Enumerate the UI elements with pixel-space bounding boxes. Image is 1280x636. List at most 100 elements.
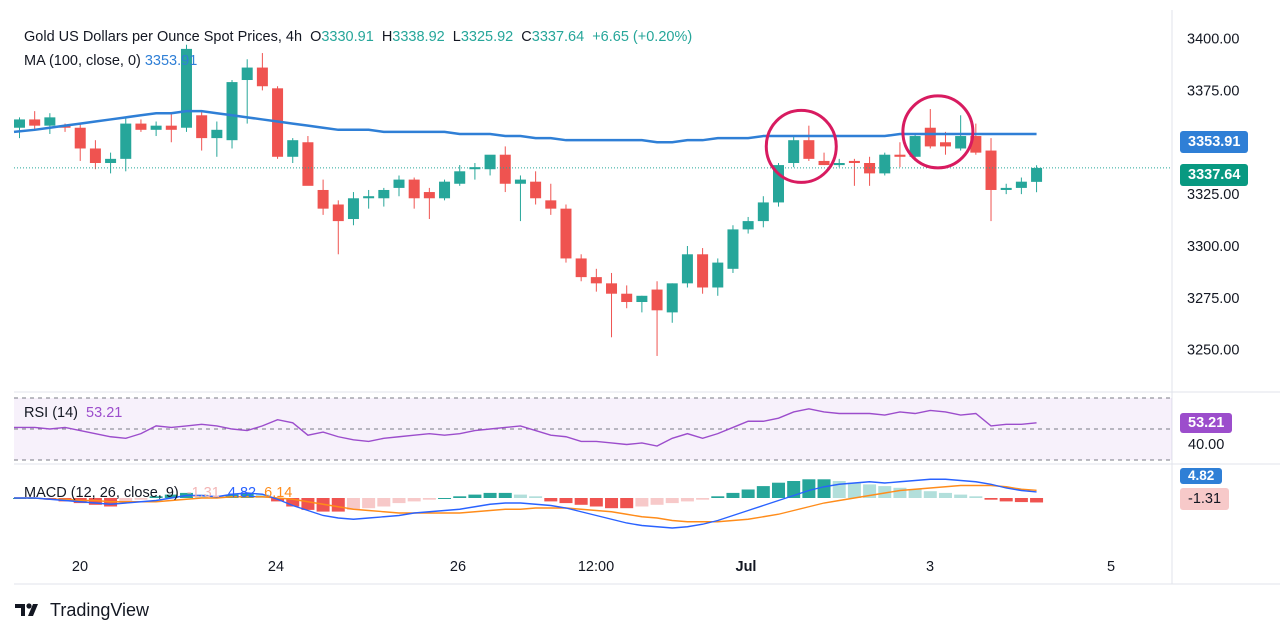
macd-histogram-bar (680, 498, 694, 502)
macd-histogram-bar (817, 479, 831, 498)
candle-body (560, 208, 572, 259)
candle-body (773, 165, 784, 203)
candle-body (332, 204, 344, 222)
macd-histogram-bar (726, 492, 740, 498)
macd-histogram-bar (1014, 498, 1028, 503)
macd-hist-value: -1.31 (186, 485, 220, 501)
candle-body (590, 277, 602, 284)
grid (14, 10, 1280, 585)
candle-body (347, 198, 359, 220)
candle-body (833, 163, 845, 166)
candle-body (74, 127, 86, 149)
candle-body (757, 202, 769, 222)
low-value: 3325.92 (460, 29, 514, 45)
highlight-circle (901, 94, 975, 170)
overlays (13, 94, 1172, 184)
candle-body (423, 192, 435, 199)
macd-histogram-bar (923, 491, 937, 498)
macd-histogram-bar (741, 489, 755, 498)
macd-histogram-bar (392, 498, 406, 504)
rsi-label: RSI (14) (24, 405, 78, 421)
brand-footer: TradingView (14, 598, 149, 622)
macd-value-tag: 4.82 (1180, 468, 1223, 484)
candle-body (469, 167, 481, 170)
rsi-value: 53.21 (86, 405, 123, 421)
candle-body (196, 115, 208, 139)
macd-histogram-bar (756, 486, 770, 498)
candle-body (317, 189, 329, 209)
macd-histogram-bar (938, 492, 952, 498)
candle-body (256, 67, 268, 87)
ma-legend: MA (100, close, 0) 3353.91 (24, 52, 201, 70)
candle-body (879, 154, 891, 174)
ma-price-tag: 3353.91 (1180, 131, 1249, 153)
time-tick-label: 20 (72, 559, 88, 575)
macd-histogram-bar (134, 498, 148, 500)
macd-histogram-bar (999, 498, 1013, 502)
macd-histogram-bar (195, 494, 209, 498)
candle-body (135, 123, 147, 130)
macd-histogram-bar (1030, 498, 1044, 503)
candle-body (955, 136, 967, 149)
macd-pane (13, 478, 1044, 529)
candle-body (742, 221, 754, 230)
time-tick-label: 5 (1107, 559, 1115, 575)
macd-histogram-bar (544, 498, 558, 502)
open-label: O (310, 29, 322, 45)
candle-body (241, 67, 253, 81)
chart-title: Gold US Dollars per Ounce Spot Prices, 4… (24, 29, 303, 45)
candle-body (848, 160, 860, 164)
macd-histogram-bar (559, 498, 573, 504)
price-tick-label: 3250.00 (1187, 343, 1239, 359)
hist-value-tag: -1.31 (1180, 488, 1230, 510)
close-label: C (521, 29, 532, 45)
candle-body (1015, 181, 1027, 188)
macd-histogram-bar (498, 492, 512, 498)
candle-body (211, 129, 223, 139)
time-tick-label: 26 (450, 559, 466, 575)
macd-histogram-bar (529, 496, 543, 498)
candle-body (803, 140, 815, 159)
time-tick-label: 3 (926, 559, 934, 575)
candle-body (894, 154, 906, 157)
candle-body (1031, 167, 1043, 182)
candle-body (621, 293, 633, 303)
brand-name: TradingView (50, 599, 150, 620)
candle-body (727, 229, 739, 269)
macd-histogram-bar (346, 498, 360, 510)
macd-histogram-bar (954, 494, 968, 498)
macd-histogram-bar (240, 492, 254, 498)
candle-body (484, 154, 496, 170)
ma-100-line (13, 109, 1037, 144)
candle-body (712, 262, 724, 288)
macd-histogram-bar (847, 482, 861, 498)
macd-histogram-bar (878, 486, 892, 498)
candle-body (697, 254, 709, 288)
candle-body (606, 283, 618, 294)
candle-body (985, 150, 997, 190)
candle-body (378, 189, 390, 199)
macd-histogram-bar (453, 496, 467, 498)
price-tick-label: 3325.00 (1187, 187, 1239, 203)
macd-histogram-bar (164, 494, 178, 498)
macd-histogram-bar (468, 494, 482, 498)
macd-histogram-bar (893, 487, 907, 498)
macd-histogram-bar (286, 498, 300, 507)
time-tick-label: 24 (268, 559, 284, 575)
macd-histogram-bar (635, 498, 649, 507)
macd-histogram-bar (605, 498, 619, 509)
candle-body (514, 179, 526, 184)
candle-body (44, 117, 56, 126)
time-tick-label: Jul (736, 559, 757, 575)
candle-body (1000, 187, 1012, 190)
candle-body (408, 179, 420, 199)
candle-body (788, 140, 800, 164)
candle-body (287, 140, 299, 157)
price-tick-label: 3400.00 (1187, 32, 1239, 48)
rsi-line (14, 408, 1037, 447)
open-value: 3330.91 (321, 29, 374, 45)
time-axis: 20 24 26 12:00 Jul 3 5 (72, 559, 1115, 575)
highlight-circle (764, 108, 838, 184)
ma-label: MA (100, close, 0) (24, 53, 141, 69)
